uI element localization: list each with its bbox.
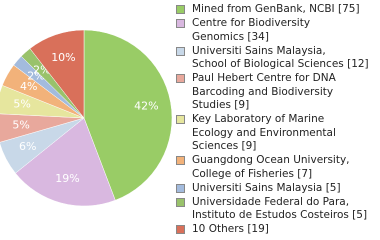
pie: 42%19%6%5%5%4%2%2%10% (0, 29, 173, 207)
legend-swatch (176, 74, 185, 83)
legend-label: Universiti Sains Malaysia, School of Bio… (192, 44, 369, 71)
slice-label: 4% (20, 80, 37, 93)
legend-swatch (176, 115, 185, 124)
legend-label: 10 Others [19] (192, 223, 269, 235)
pie-slice (0, 113, 85, 143)
legend-label: Mined from GenBank, NCBI [75] (192, 3, 360, 15)
legend-label: Paul Hebert Centre for DNA Barcoding and… (192, 72, 336, 111)
legend-swatch (176, 197, 185, 207)
legend-label: Guangdong Ocean University, College of F… (192, 154, 350, 180)
legend-swatch (176, 5, 185, 14)
slice-label: 5% (12, 118, 29, 131)
slice-label: 10% (51, 51, 75, 64)
slice-label: 5% (13, 97, 30, 110)
pie-slice (15, 117, 116, 207)
legend-label: Universidade Federal do Para, Instituto … (192, 195, 368, 222)
legend-label: Key Laboratory of Marine Ecology and Env… (192, 113, 336, 152)
pie-slice (0, 117, 85, 174)
legend-label: Centre for Biodiversity Genomics [34] (192, 17, 311, 43)
legend-swatch (176, 46, 185, 56)
pie-slice (83, 29, 173, 201)
legend-swatch (176, 183, 185, 193)
slice-label: 6% (19, 140, 36, 153)
legend-label: Universiti Sains Malaysia [5] (192, 181, 341, 194)
legend-swatch (176, 156, 185, 165)
legend-swatch (176, 225, 185, 234)
pie-slice (29, 29, 85, 119)
slice-label: 19% (55, 172, 79, 185)
slice-label: 42% (134, 100, 158, 113)
legend-swatch (176, 19, 185, 28)
